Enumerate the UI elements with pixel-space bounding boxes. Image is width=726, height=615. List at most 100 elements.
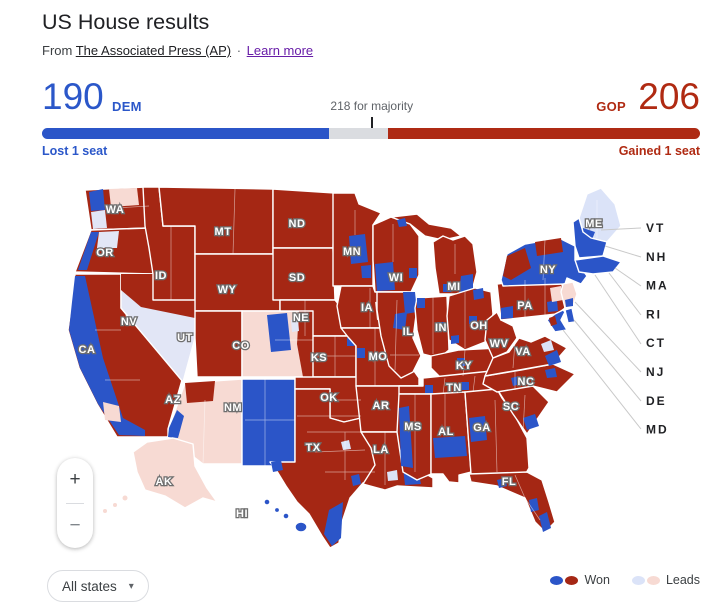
state-MD[interactable] (546, 309, 568, 333)
state-VA[interactable] (484, 335, 568, 377)
state-label-NV: NV (121, 316, 137, 328)
state-WV[interactable] (484, 311, 518, 359)
dem-seat-change: Lost 1 seat (42, 144, 108, 158)
state-label-OK: OK (320, 392, 338, 404)
dem-leads-swatch (631, 575, 645, 585)
east-state-label-VT: VT (646, 221, 665, 235)
state-AK[interactable] (103, 437, 218, 513)
dem-won-swatch (550, 575, 564, 585)
state-label-OR: OR (96, 247, 114, 259)
state-labels-layer: WA OR ID MT ND SD WY NV UT CO CA NE KS OK AZ NM TX MN IA MO… (77, 203, 603, 522)
state-label-ME: ME (585, 218, 603, 230)
district-lines (95, 188, 598, 521)
east-state-label-NJ: NJ (646, 365, 665, 379)
source-link[interactable]: The Associated Press (AP) (75, 43, 232, 58)
zoom-divider (66, 502, 84, 504)
majority-note: 218 for majority (330, 99, 414, 113)
gop-party-label: GOP (596, 99, 626, 114)
state-label-PA: PA (517, 300, 532, 312)
state-label-MI: MI (447, 281, 460, 293)
all-states-dropdown[interactable]: All states ▾ (47, 570, 149, 602)
state-CO[interactable] (241, 310, 314, 378)
state-NM[interactable] (241, 378, 296, 467)
bar-gop-segment (388, 128, 700, 139)
state-label-HI: HI (236, 508, 248, 520)
state-WY[interactable] (194, 253, 281, 312)
state-label-NY: NY (540, 264, 556, 276)
page-title: US House results (42, 10, 210, 34)
state-NJ[interactable] (560, 281, 578, 309)
east-state-label-NH: NH (646, 250, 667, 264)
zoom-in-button[interactable]: + (69, 469, 81, 491)
state-label-CO: CO (232, 340, 250, 352)
state-AL[interactable] (430, 391, 472, 484)
dem-party-label: DEM (112, 99, 142, 114)
gop-seat-count: 206 (638, 76, 700, 117)
state-MA-RI-CT[interactable] (574, 255, 622, 275)
all-states-dropdown-label: All states (62, 578, 117, 594)
state-label-GA: GA (473, 422, 491, 434)
map-zoom-control: + − (57, 458, 93, 548)
us-house-map[interactable]: WA OR ID MT ND SD WY NV UT CO CA NE KS OK AZ NM TX MN IA MO… (45, 180, 667, 562)
state-label-KS: KS (311, 352, 327, 364)
state-label-IN: IN (435, 322, 447, 334)
state-label-KY: KY (456, 360, 472, 372)
dem-seat-count: 190 (42, 76, 104, 117)
east-state-label-MD: MD (646, 423, 667, 437)
learn-more-link[interactable]: Learn more (246, 43, 314, 58)
seat-bar-area: 218 for majority (42, 96, 700, 156)
state-label-MO: MO (369, 351, 388, 363)
state-OR[interactable] (74, 227, 154, 275)
state-label-FL: FL (502, 476, 516, 488)
state-label-NE: NE (293, 312, 309, 324)
state-label-AZ: AZ (165, 394, 181, 406)
state-DE[interactable] (564, 307, 576, 324)
chevron-down-icon: ▾ (128, 580, 134, 592)
east-state-label-DE: DE (646, 394, 667, 408)
state-label-ND: ND (289, 218, 306, 230)
east-leader-lines (562, 227, 642, 430)
state-label-VA: VA (515, 346, 530, 358)
state-WI[interactable] (372, 216, 420, 293)
state-label-MT: MT (215, 226, 232, 238)
state-IL[interactable] (376, 291, 422, 379)
state-HI[interactable] (263, 498, 308, 533)
source-prefix: From (42, 43, 73, 58)
state-label-NC: NC (518, 376, 535, 388)
state-FL[interactable] (468, 471, 556, 533)
source-line: From The Associated Press (AP) · Learn m… (42, 43, 313, 58)
state-MS[interactable] (396, 393, 432, 481)
state-NC[interactable] (482, 363, 576, 393)
state-TX[interactable] (269, 388, 382, 549)
state-label-MN: MN (343, 246, 361, 258)
state-label-WV: WV (490, 338, 509, 350)
leads-label: Leads (665, 573, 700, 587)
state-label-SD: SD (289, 272, 305, 284)
state-MN[interactable] (332, 192, 382, 287)
state-label-NM: NM (224, 402, 242, 414)
state-label-AK: AK (156, 476, 173, 488)
state-label-IL: IL (403, 326, 414, 338)
zoom-out-button[interactable]: − (69, 514, 81, 536)
state-label-AL: AL (438, 426, 454, 438)
state-label-WY: WY (218, 284, 237, 296)
state-label-UT: UT (177, 332, 193, 344)
state-WA[interactable] (84, 186, 150, 231)
state-label-CA: CA (79, 344, 96, 356)
seat-bar (42, 128, 700, 139)
state-label-TN: TN (446, 382, 462, 394)
state-label-IA: IA (361, 302, 373, 314)
bar-dem-segment (42, 128, 330, 139)
state-label-LA: LA (373, 444, 389, 456)
separator: · (236, 43, 242, 58)
state-label-OH: OH (470, 320, 488, 332)
state-UT[interactable] (194, 310, 243, 378)
state-VT-NH[interactable] (572, 217, 608, 259)
won-label: Won (584, 573, 610, 587)
east-state-labels-layer: VT NH MA RI CT NJ DE MD (646, 221, 667, 437)
state-label-WI: WI (389, 272, 403, 284)
east-state-label-MA: MA (646, 279, 667, 293)
state-label-WA: WA (106, 204, 125, 216)
state-OH[interactable] (446, 287, 494, 351)
state-label-MS: MS (404, 421, 422, 433)
